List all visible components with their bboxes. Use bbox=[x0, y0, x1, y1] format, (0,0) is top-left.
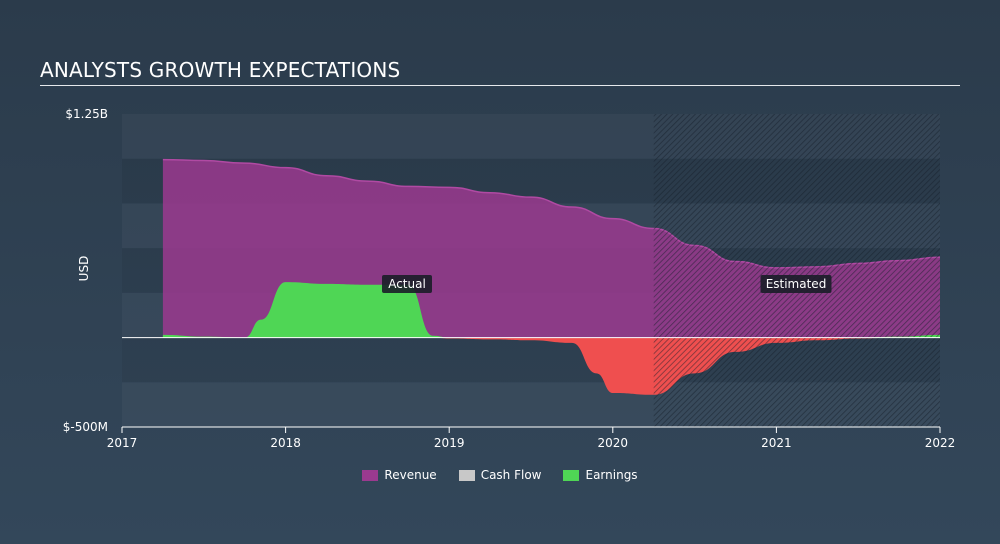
title-divider bbox=[40, 85, 960, 86]
estimate-overlay bbox=[653, 114, 940, 427]
series-area-earnings-positive bbox=[162, 282, 940, 338]
actual-annotation-box bbox=[382, 275, 432, 293]
estimated-annotation-box bbox=[760, 275, 832, 293]
legend-item-cash-flow[interactable]: Cash Flow bbox=[458, 468, 542, 482]
chart-title: ANALYSTS GROWTH EXPECTATIONS bbox=[40, 58, 401, 82]
y-max-label: $1.25B bbox=[65, 107, 108, 121]
estimated-annotation: Estimated bbox=[766, 277, 827, 291]
chart-labels: 2017 2018 2019 2020 2021 2022 $1.25B $-500M USD A… bbox=[63, 107, 956, 450]
estimate-hatch bbox=[653, 114, 940, 427]
legend-item-revenue[interactable]: Revenue bbox=[362, 468, 437, 482]
x-tick-label-2018: 2018 bbox=[270, 436, 301, 450]
legend-swatch bbox=[458, 469, 475, 481]
x-tick-label-2020: 2020 bbox=[598, 436, 629, 450]
legend-swatch bbox=[362, 469, 379, 481]
actual-annotation: Actual bbox=[388, 277, 426, 291]
legend-label: Revenue bbox=[384, 468, 437, 482]
y-min-label: $-500M bbox=[63, 420, 108, 434]
legend-item-earnings[interactable]: Earnings bbox=[563, 468, 638, 482]
x-tick-label-2017: 2017 bbox=[107, 436, 138, 450]
x-tick-label-2022: 2022 bbox=[925, 436, 956, 450]
legend-label: Earnings bbox=[585, 468, 638, 482]
x-tick-label-2019: 2019 bbox=[434, 436, 465, 450]
x-tick-label-2021: 2021 bbox=[761, 436, 792, 450]
axes bbox=[121, 337, 941, 433]
y-axis-label: USD bbox=[77, 256, 91, 282]
legend-swatch bbox=[563, 469, 580, 481]
legend: Revenue Cash Flow Earnings bbox=[0, 468, 1000, 482]
legend-label: Cash Flow bbox=[480, 468, 542, 482]
